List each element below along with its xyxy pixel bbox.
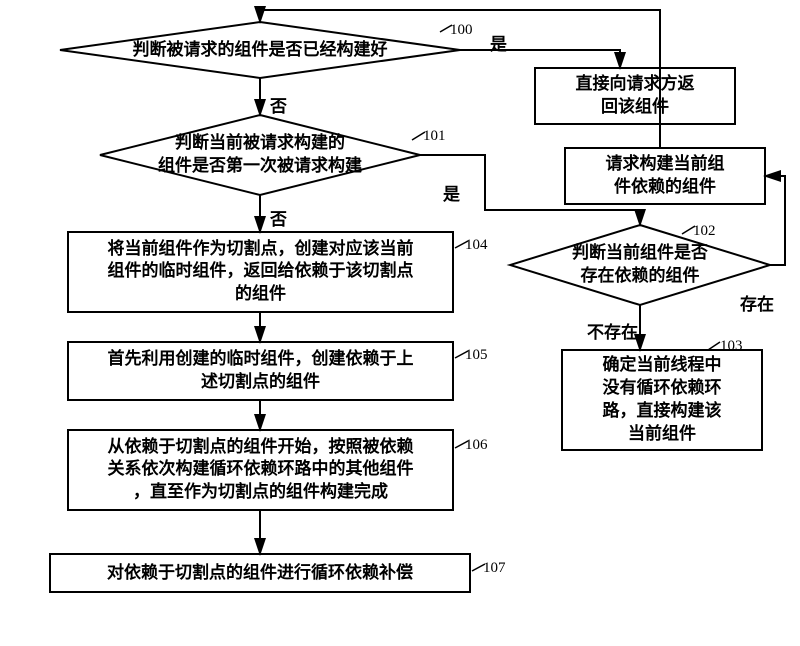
b107: 对依赖于切割点的组件进行循环依赖补偿 — [55, 562, 465, 585]
edge-label: 存在 — [740, 290, 774, 315]
edge-label: 否 — [270, 92, 287, 117]
s107: 107 — [483, 560, 506, 577]
b105: 首先利用创建的临时组件，创建依赖于上述切割点的组件 — [73, 348, 448, 394]
d102: 判断当前组件是否存在依赖的组件 — [546, 242, 735, 288]
s106: 106 — [465, 437, 488, 454]
s104: 104 — [465, 237, 488, 254]
b103: 确定当前线程中没有循环依赖环路，直接构建该当前组件 — [567, 354, 757, 446]
s100: 100 — [450, 22, 473, 39]
b_request_dep: 请求构建当前组件依赖的组件 — [570, 153, 760, 199]
s105: 105 — [465, 347, 488, 364]
b104: 将当前组件作为切割点，创建对应该当前组件的临时组件，返回给依赖于该切割点的组件 — [73, 238, 448, 307]
s101: 101 — [423, 128, 446, 145]
b_return: 直接向请求方返回该组件 — [540, 73, 730, 119]
s103: 103 — [720, 338, 743, 355]
edge-label: 不存在 — [587, 318, 638, 343]
d100: 判断被请求的组件是否已经构建好 — [115, 39, 405, 62]
s102: 102 — [693, 223, 716, 240]
d101: 判断当前被请求构建的组件是否第一次被请求构建 — [144, 132, 376, 178]
edge-label: 是 — [490, 30, 507, 55]
edge-label: 否 — [270, 205, 287, 230]
b106: 从依赖于切割点的组件开始，按照被依赖关系依次构建循环依赖环路中的其他组件，直至作… — [73, 436, 448, 505]
edge-label: 是 — [443, 180, 460, 205]
